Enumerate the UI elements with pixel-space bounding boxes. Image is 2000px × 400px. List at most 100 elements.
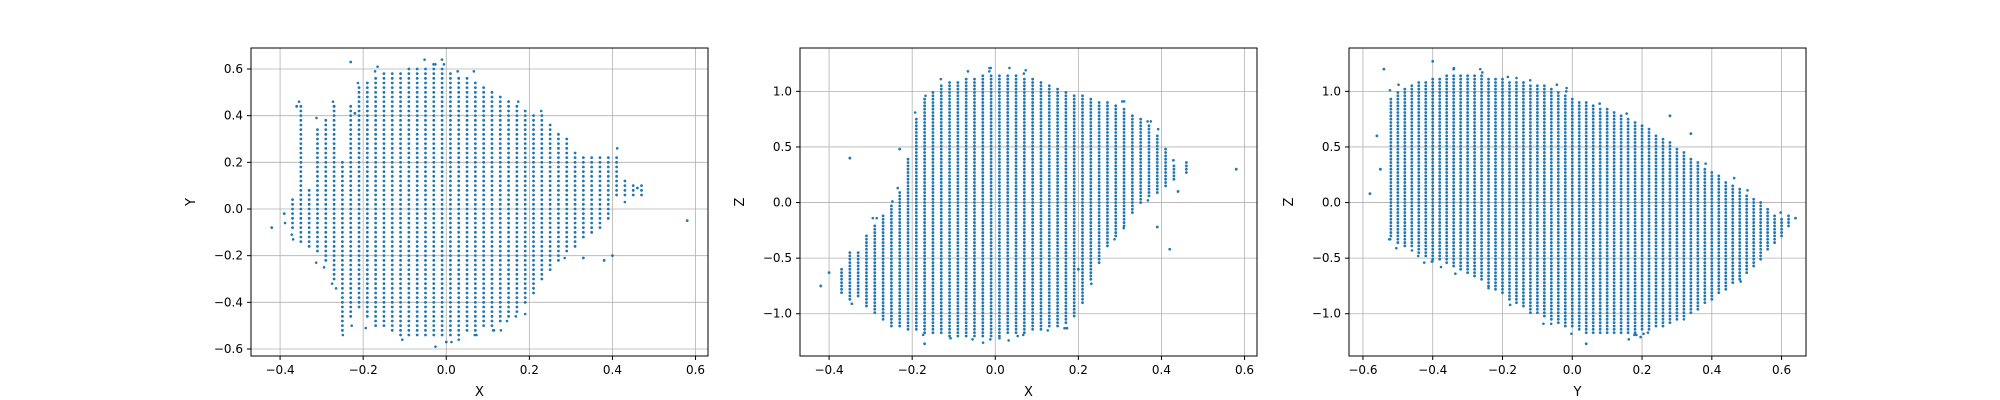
scatter-point [365, 249, 369, 253]
scatter-point [906, 194, 910, 198]
scatter-point [923, 187, 927, 191]
scatter-point [1410, 151, 1414, 154]
scatter-point [291, 202, 294, 206]
scatter-point [1039, 261, 1043, 264]
scatter-point [906, 297, 910, 301]
scatter-point [415, 76, 419, 80]
scatter-point [931, 281, 935, 285]
scatter-point [1417, 241, 1421, 244]
scatter-point [341, 300, 344, 304]
scatter-point [557, 258, 560, 262]
scatter-point [1480, 271, 1483, 275]
scatter-point [349, 272, 353, 276]
scatter-point [1072, 107, 1076, 111]
scatter-point [432, 156, 436, 160]
scatter-point [332, 123, 336, 127]
scatter-point [973, 211, 976, 214]
scatter-point [1438, 207, 1442, 211]
scatter-point [906, 161, 910, 164]
scatter-point [390, 216, 394, 220]
scatter-point [498, 291, 502, 295]
scatter-point [1006, 241, 1010, 244]
scatter-point [998, 231, 1001, 234]
scatter-point [341, 240, 344, 244]
scatter-point [998, 267, 1001, 271]
scatter-point [1064, 171, 1068, 174]
scatter-point [948, 97, 951, 101]
scatter-point [914, 167, 918, 171]
scatter-point [523, 160, 527, 164]
scatter-point [1417, 244, 1421, 248]
scatter-point [1006, 211, 1010, 214]
scatter-point [1459, 104, 1463, 108]
scatter-point [514, 315, 518, 318]
scatter-point [939, 157, 943, 161]
scatter-point [1039, 271, 1043, 275]
scatter-point [1014, 97, 1018, 101]
scatter-point [407, 254, 411, 258]
scatter-point [507, 160, 510, 164]
scatter-point [415, 174, 419, 178]
scatter-point [1072, 251, 1076, 254]
scatter-point [1501, 91, 1504, 94]
scatter-point [1403, 161, 1407, 164]
scatter-point [1006, 254, 1010, 258]
scatter-point [1047, 194, 1051, 198]
scatter-point [964, 167, 968, 171]
scatter-point [424, 268, 427, 272]
scatter-point [1006, 221, 1010, 224]
scatter-point [382, 76, 386, 80]
scatter-point [390, 263, 394, 267]
scatter-point [407, 146, 411, 150]
scatter-point [382, 226, 386, 230]
scatter-point [1410, 231, 1414, 234]
scatter-point [1459, 121, 1463, 124]
scatter-point [332, 277, 336, 281]
scatter-point [1031, 251, 1035, 254]
scatter-point [350, 324, 353, 327]
scatter-point [449, 174, 452, 178]
scatter-point [1056, 94, 1059, 98]
scatter-point [1438, 104, 1442, 108]
scatter-point [873, 244, 877, 248]
scatter-point [1403, 147, 1407, 151]
scatter-point [1047, 87, 1051, 91]
scatter-point [1081, 221, 1084, 224]
scatter-point [964, 114, 968, 118]
scatter-point [1072, 211, 1076, 214]
scatter-point [1480, 174, 1483, 178]
scatter-point [532, 114, 535, 118]
scatter-point [1466, 261, 1470, 264]
scatter-point [1494, 227, 1497, 231]
scatter-point [1047, 314, 1051, 318]
scatter-point [299, 179, 303, 183]
scatter-point [964, 177, 968, 181]
scatter-point [565, 230, 569, 234]
scatter-point [1508, 144, 1511, 148]
scatter-point [1431, 84, 1435, 88]
scatter-point [1072, 274, 1076, 278]
scatter-point [1089, 101, 1093, 104]
scatter-point [1014, 104, 1018, 108]
scatter-point [1122, 107, 1126, 111]
scatter-point [457, 179, 461, 183]
scatter-point [1106, 137, 1109, 141]
scatter-point [1452, 81, 1456, 84]
scatter-point [981, 177, 985, 181]
scatter-point [382, 272, 386, 276]
scatter-point [1155, 225, 1159, 229]
scatter-point [490, 230, 494, 234]
scatter-point [914, 177, 918, 181]
scatter-point [507, 142, 510, 146]
scatter-point [334, 287, 338, 290]
scatter-point [939, 84, 943, 88]
scatter-point [415, 109, 419, 113]
scatter-point [1501, 141, 1504, 144]
scatter-point [548, 137, 552, 141]
scatter-point [473, 114, 477, 118]
scatter-point [898, 274, 902, 278]
scatter-point [989, 331, 993, 335]
scatter-point [1064, 254, 1068, 258]
scatter-point [399, 90, 402, 94]
scatter-point [449, 235, 452, 239]
